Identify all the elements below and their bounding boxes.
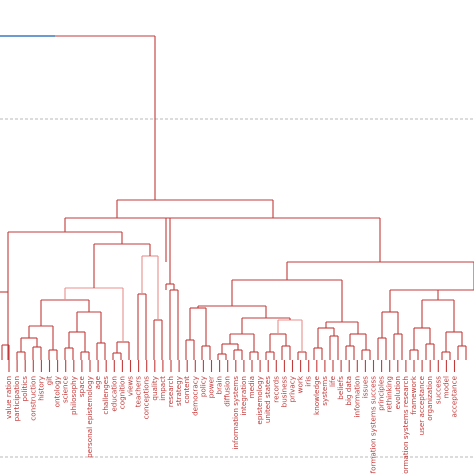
leaf-label: democracy	[190, 375, 199, 416]
leaf-label: git	[45, 376, 54, 386]
dendrogram-links	[0, 35, 474, 372]
leaf-label: ontology	[53, 375, 62, 407]
leaf-label: information	[352, 376, 361, 417]
leaf-label: policy	[198, 375, 207, 397]
leaf-label: media	[247, 376, 256, 398]
leaf-label: challenges	[101, 376, 110, 415]
leaf-label: cognition	[117, 376, 126, 409]
leaf-label: research	[166, 376, 175, 407]
leaf-label: model	[441, 376, 450, 398]
leaf-label: success	[433, 376, 442, 404]
leaf-label: privacy	[288, 375, 297, 402]
leaf-label: records	[271, 376, 280, 403]
leaf-label: integration	[239, 376, 248, 415]
leaf-label: rethinking	[385, 376, 394, 412]
leaf-label: construction	[28, 376, 37, 421]
leaf-label: acceptance	[450, 375, 459, 417]
leaf-label: views	[126, 376, 135, 397]
leaf-label: quality	[150, 375, 159, 400]
leaf-label: strategy	[174, 375, 183, 406]
leaf-label: epistemology	[255, 375, 264, 424]
leaf-label: personal epistemology	[85, 375, 94, 458]
leaf-label: history	[36, 375, 45, 400]
leaf-label: information systems success	[369, 376, 378, 474]
leaf-label: space	[77, 375, 86, 397]
leaf-label: teachers	[134, 376, 143, 408]
leaf-label: impact	[158, 376, 167, 401]
leaf-label: diffusion	[223, 376, 232, 407]
leaf-label: information systems research	[401, 376, 410, 474]
leaf-label: content	[182, 376, 191, 404]
leaf-label: beliefs	[336, 376, 345, 400]
leaf-label: user acceptance	[417, 375, 426, 435]
leaf-label: power	[207, 376, 216, 398]
leaf-labels: value ration participation politics constru…	[4, 375, 459, 474]
leaf-label: knowledge	[312, 375, 321, 415]
leaf-label: issues	[360, 376, 369, 398]
leaf-label: big data	[344, 376, 353, 406]
leaf-label: life	[328, 375, 337, 387]
leaf-label: value ration	[4, 376, 13, 419]
leaf-label: conceptions	[142, 376, 151, 420]
leaf-label: politics	[20, 376, 29, 402]
leaf-label: business	[279, 376, 288, 408]
leaf-label: age	[93, 375, 102, 389]
leaf-label: iris	[304, 376, 313, 387]
leaf-label: brain	[215, 376, 224, 394]
leaf-label: united states	[263, 376, 272, 423]
leaf-label: work	[296, 375, 305, 393]
leaf-label: philosophy	[69, 375, 78, 415]
leaf-label: evolution	[393, 376, 402, 409]
leaf-label: education	[109, 376, 118, 412]
leaf-label: science	[61, 375, 70, 403]
leaf-label: systems	[320, 376, 329, 406]
leaf-label: organization	[425, 376, 434, 421]
leaf-label: principles	[377, 376, 386, 411]
leaf-label: participation	[12, 376, 21, 421]
leaf-label: information systems	[231, 376, 240, 450]
leaf-label: framework	[409, 375, 418, 415]
